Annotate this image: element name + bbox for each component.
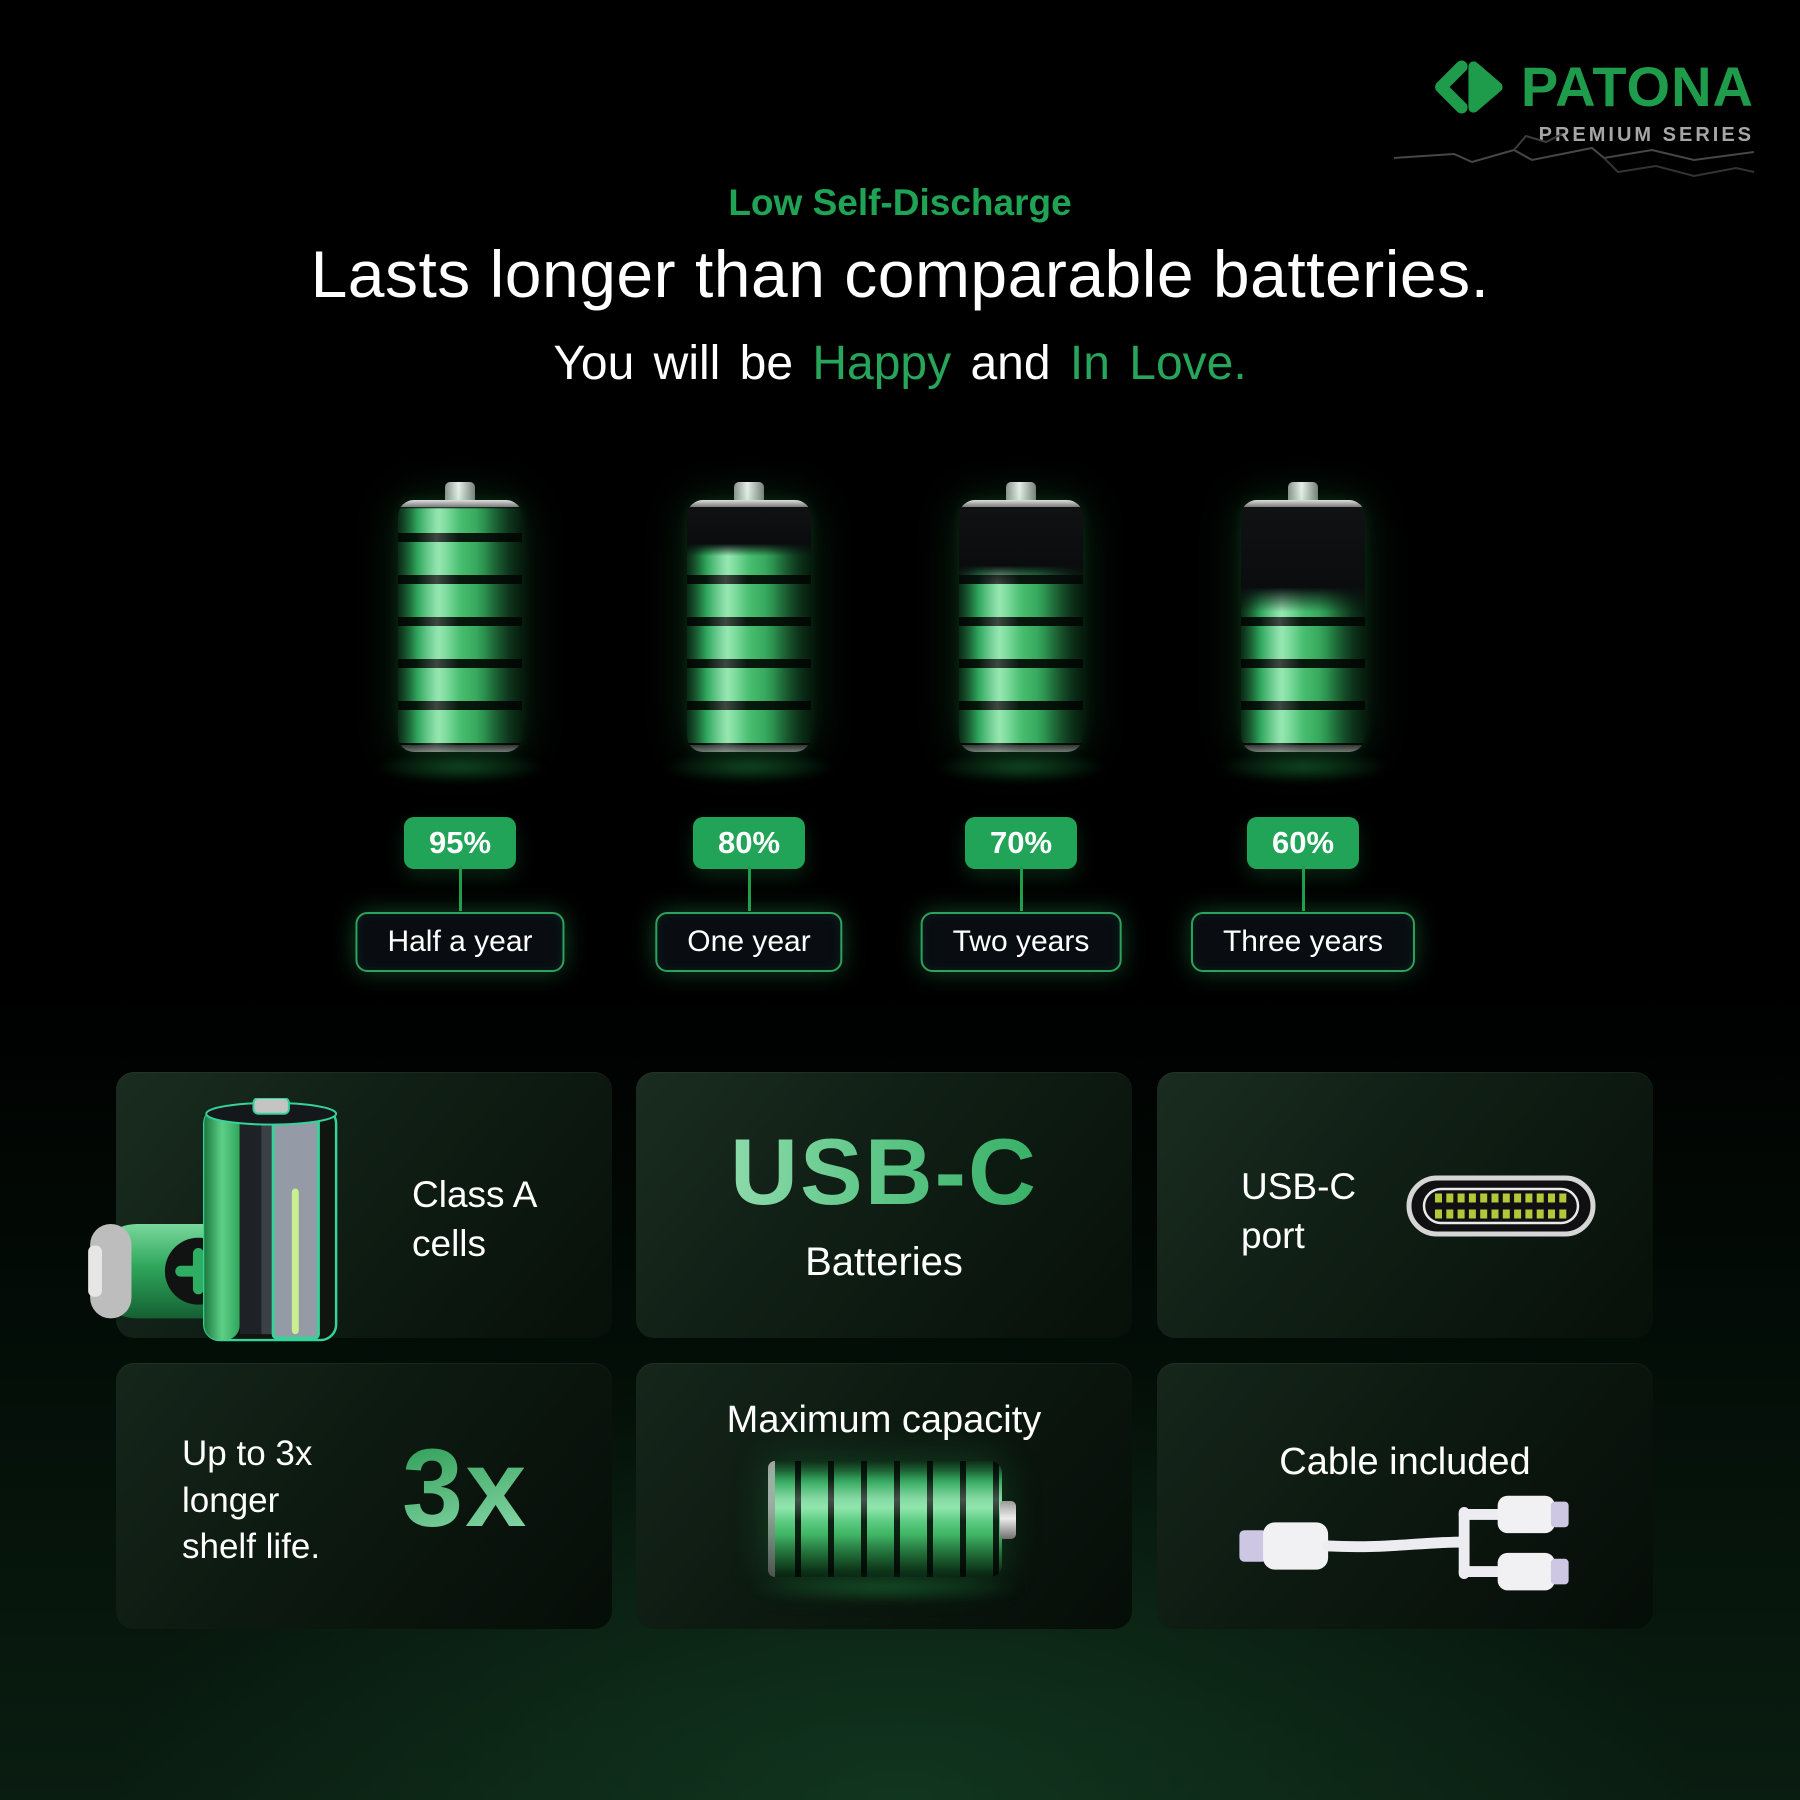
brand-series: PREMIUM SERIES [1538, 124, 1754, 146]
battery-terminal [445, 482, 475, 504]
patona-chevrons-icon [1435, 60, 1503, 114]
three-x-figure: 3x [402, 1427, 529, 1550]
usb-c-title: USB-C [636, 1118, 1132, 1226]
feature-card-shelf-life: Up to 3x longer shelf life. 3x [116, 1363, 612, 1629]
duration-label: Three years [1190, 912, 1416, 972]
connector-line [459, 866, 462, 911]
feature-card-class-a-cells: Class A cells [88, 1072, 612, 1342]
battery-top-rim [1241, 500, 1365, 507]
full-battery-shadow [746, 1575, 1026, 1601]
battery-illustration [959, 500, 1083, 752]
battery-empty-level [959, 500, 1083, 584]
feature-card-usb-c-port: USB-C port [1157, 1072, 1653, 1338]
shelf-life-line1: Up to 3x [182, 1434, 313, 1473]
battery-terminal [1006, 482, 1036, 504]
shelf-life-label: Up to 3x longer shelf life. [182, 1431, 320, 1571]
page-title: Lasts longer than comparable batteries. [310, 237, 1490, 311]
usb-c-port-line1: USB-C [1241, 1166, 1357, 1207]
charge-percent-badge: 95% [403, 817, 517, 869]
feature-card-cable-included: Cable included [1157, 1363, 1653, 1629]
battery-empty-level [1241, 500, 1365, 612]
feature-card-maximum-capacity: Maximum capacity [636, 1363, 1132, 1629]
shelf-life-line3: shelf life. [182, 1527, 321, 1567]
usb-cable-icon [1239, 1495, 1569, 1591]
battery-empty-level [687, 500, 811, 556]
feature-card-usb-c-batteries: USB-C Batteries [636, 1072, 1132, 1338]
battery-terminal [1288, 482, 1318, 504]
class-a-line1: Class A [412, 1174, 538, 1215]
subtitle-part-accent: In Love. [1069, 337, 1247, 390]
full-battery-illustration [768, 1461, 1002, 1577]
subtitle: You will be Happy and In Love. [0, 336, 1800, 391]
charge-percent-badge: 70% [964, 817, 1078, 869]
subtitle-part-accent: Happy [812, 337, 952, 390]
battery-illustration [398, 500, 522, 752]
brand-logo: PATONA PREMIUM SERIES [1394, 52, 1754, 178]
class-a-line2: cells [412, 1223, 487, 1265]
battery-top-rim [687, 500, 811, 507]
class-a-cells-label: Class A cells [412, 1170, 537, 1268]
battery-terminal [734, 482, 764, 504]
battery-cutaway-image [88, 1098, 338, 1342]
usb-c-port-line2: port [1241, 1215, 1305, 1257]
shelf-life-line2: longer [182, 1480, 280, 1520]
eyebrow-text: Low Self-Discharge [728, 182, 1072, 223]
brand-name: PATONA [1520, 55, 1754, 118]
full-battery-terminal [1000, 1501, 1016, 1539]
usb-c-port-label: USB-C port [1241, 1162, 1356, 1260]
duration-label: Half a year [355, 912, 565, 972]
battery-illustration [687, 500, 811, 752]
battery-glow-shadow [933, 752, 1109, 782]
cable-included-title: Cable included [1279, 1441, 1531, 1483]
battery-top-rim [959, 500, 1083, 507]
usb-c-subtitle: Batteries [805, 1240, 963, 1284]
subtitle-part: You will be [553, 337, 813, 390]
connector-line [1302, 866, 1305, 911]
connector-line [1020, 866, 1023, 911]
battery-top-rim [398, 500, 522, 507]
battery-glow-shadow [1215, 752, 1391, 782]
subtitle-part: and [951, 337, 1070, 390]
charge-percent-badge: 80% [692, 817, 806, 869]
charge-percent-badge: 60% [1246, 817, 1360, 869]
usb-c-port-icon [1406, 1175, 1596, 1237]
duration-label: Two years [920, 912, 1122, 972]
battery-illustration [1241, 500, 1365, 752]
maximum-capacity-title: Maximum capacity [726, 1399, 1042, 1441]
duration-label: One year [655, 912, 843, 972]
battery-glow-shadow [372, 752, 548, 782]
battery-glow-shadow [661, 752, 837, 782]
connector-line [748, 866, 751, 911]
